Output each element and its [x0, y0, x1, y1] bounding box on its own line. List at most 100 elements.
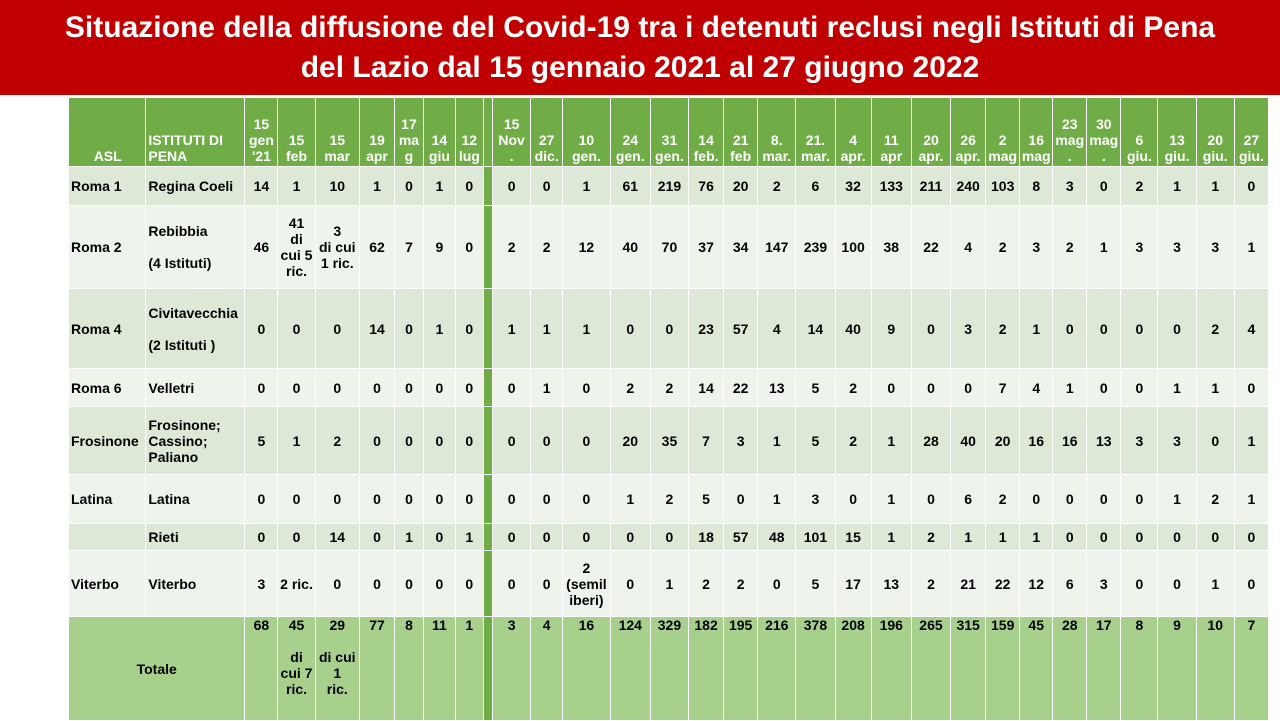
total-value: 7 — [1233, 616, 1270, 721]
value-cell: 7 — [688, 406, 725, 475]
value-cell: 3 — [950, 288, 987, 369]
table-row: Viterbo Viterbo 3 2 ric. 0 0 0 0 0 0 0 2 (semil ibe… — [67, 550, 1270, 617]
header-asl: ASL — [67, 97, 147, 167]
table-row: Frosinone Frosinone; Cassino; Paliano 5 1 2 0… — [67, 406, 1270, 475]
separator-cell — [482, 166, 494, 206]
value-cell: 3 — [723, 406, 759, 475]
value-cell: 0 — [244, 474, 279, 524]
value-cell: 0 — [649, 288, 690, 369]
value-cell: 0 — [1120, 368, 1159, 407]
header-date: 15 Nov . — [492, 97, 532, 167]
value-cell: 4 — [950, 205, 987, 289]
value-cell: 1 — [1157, 368, 1197, 407]
value-cell: 22 — [985, 550, 1021, 617]
value-cell: 0 — [1120, 550, 1159, 617]
value-cell: 0 — [530, 166, 564, 206]
value-cell: 103 — [985, 166, 1021, 206]
header-date: 8. mar. — [757, 97, 797, 167]
value-cell: 20 — [985, 406, 1021, 475]
header-date: 2 mag — [985, 97, 1021, 167]
total-value: 159 — [985, 616, 1021, 721]
value-cell: 1 — [562, 288, 611, 369]
value-cell: 1 — [1233, 205, 1270, 289]
value-cell: 2 ric. — [277, 550, 316, 617]
value-cell: 0 — [244, 288, 279, 369]
header-date: 12 lug — [454, 97, 484, 167]
value-cell: 8 — [1019, 166, 1054, 206]
table-row: Roma 4 Civitavecchia (2 Istituti ) 0 0 0 14 0 1… — [67, 288, 1270, 369]
value-cell: 40 — [834, 288, 872, 369]
istituto-cell: Rebibbia (4 Istituti) — [145, 205, 246, 289]
value-cell: 12 — [1019, 550, 1054, 617]
value-cell: 2 — [985, 288, 1021, 369]
value-cell: 14 — [688, 368, 725, 407]
value-cell: 7 — [985, 368, 1021, 407]
value-cell: 100 — [834, 205, 872, 289]
value-cell: 3 — [795, 474, 836, 524]
value-cell: 0 — [950, 368, 987, 407]
value-cell: 0 — [530, 406, 564, 475]
value-cell: 2 — [649, 368, 690, 407]
separator-cell — [482, 205, 494, 289]
value-cell: 211 — [910, 166, 952, 206]
header-istituti: ISTITUTI DI PENA — [145, 97, 246, 167]
value-cell: 1 — [870, 406, 912, 475]
value-cell: 0 — [1195, 406, 1235, 475]
value-cell: 1 — [1195, 166, 1235, 206]
value-cell: 61 — [609, 166, 651, 206]
separator-cell — [482, 368, 494, 407]
value-cell: 2 (semil iberi) — [562, 550, 611, 617]
total-value: 1 — [454, 616, 484, 721]
value-cell: 0 — [1052, 288, 1088, 369]
value-cell: 2 — [723, 550, 759, 617]
value-cell: 2 — [314, 406, 360, 475]
value-cell: 2 — [609, 368, 651, 407]
value-cell: 5 — [244, 406, 279, 475]
value-cell: 3 — [1019, 205, 1054, 289]
separator-cell — [482, 523, 494, 551]
value-cell: 3 — [1157, 205, 1197, 289]
header-date: 20 giu. — [1195, 97, 1235, 167]
value-cell: 4 — [757, 288, 797, 369]
value-cell: 0 — [454, 288, 484, 369]
value-cell: 22 — [723, 368, 759, 407]
value-cell: 0 — [910, 474, 952, 524]
total-value: 45 — [1019, 616, 1054, 721]
value-cell: 0 — [910, 368, 952, 407]
value-cell: 0 — [394, 474, 424, 524]
value-cell: 3 di cui 1 ric. — [314, 205, 360, 289]
value-cell: 1 — [562, 166, 611, 206]
istituto-cell: Civitavecchia (2 Istituti ) — [145, 288, 246, 369]
value-cell: 1 — [1195, 368, 1235, 407]
value-cell: 4 — [1019, 368, 1054, 407]
table-row: Rieti 0 0 14 0 1 0 1 0 0 0 0 0 18 57 48 101 15 1 2 1 1 1 0 0 0 0 0 0 — [67, 523, 1270, 551]
value-cell: 3 — [1052, 166, 1088, 206]
value-cell: 1 — [950, 523, 987, 551]
value-cell: 1 — [454, 523, 484, 551]
value-cell: 0 — [492, 166, 532, 206]
istituto-cell: Frosinone; Cassino; Paliano — [145, 406, 246, 475]
value-cell: 1 — [1157, 166, 1197, 206]
total-value: 315 — [950, 616, 987, 721]
value-cell: 37 — [688, 205, 725, 289]
value-cell: 0 — [530, 523, 564, 551]
value-cell: 0 — [910, 288, 952, 369]
value-cell: 32 — [834, 166, 872, 206]
value-cell: 0 — [314, 368, 360, 407]
table-row: Latina Latina 0 0 0 0 0 0 0 0 0 0 1 2 5 0 1 3 0 1 0 6 2 0 0 0 0 1 2 1 — [67, 474, 1270, 524]
value-cell: 0 — [723, 474, 759, 524]
total-value: 329 — [649, 616, 690, 721]
value-cell: 0 — [492, 550, 532, 617]
value-cell: 13 — [1086, 406, 1122, 475]
value-cell: 0 — [1120, 523, 1159, 551]
value-cell: 0 — [454, 474, 484, 524]
header-date: 11 apr — [870, 97, 912, 167]
value-cell: 0 — [1052, 474, 1088, 524]
total-value: 4 — [530, 616, 564, 721]
total-value: 45 di cui 7 ric. — [277, 616, 316, 721]
value-cell: 3 — [1086, 550, 1122, 617]
value-cell: 62 — [358, 205, 396, 289]
asl-cell: Roma 6 — [67, 368, 147, 407]
total-value: 8 — [1120, 616, 1159, 721]
value-cell: 1 — [870, 523, 912, 551]
